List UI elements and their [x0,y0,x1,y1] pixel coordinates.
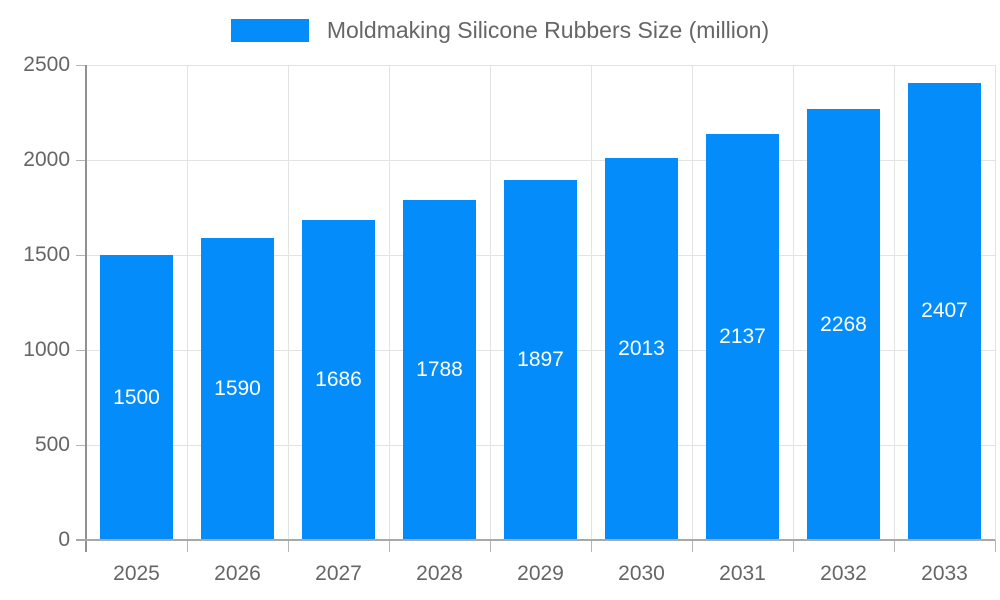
y-axis-tick-label: 1000 [23,338,70,361]
legend-label: Moldmaking Silicone Rubbers Size (millio… [326,17,770,43]
x-axis-tick-label: 2027 [315,562,362,585]
x-tick-mark [287,540,289,552]
x-axis-tick-label: 2033 [921,562,968,585]
x-tick-mark [792,540,794,552]
x-axis-tick-label: 2032 [820,562,867,585]
bar-value-label: 1500 [113,385,160,409]
y-axis-tick-label: 0 [58,528,70,551]
x-gridline [590,65,592,540]
x-gridline [792,65,794,540]
bar-value-label: 2268 [820,312,867,336]
legend-swatch [230,19,309,42]
y-axis-line [85,65,87,552]
y-axis-tick-label: 500 [34,433,70,456]
x-gridline [287,65,289,540]
x-tick-mark [489,540,491,552]
x-tick-mark [994,540,996,552]
x-axis-tick-label: 2028 [416,562,463,585]
x-axis-tick-label: 2026 [214,562,261,585]
x-gridline [893,65,895,540]
bar-2029[interactable] [504,179,577,540]
x-tick-mark [590,540,592,552]
x-tick-mark [186,540,188,552]
x-gridline [994,65,996,540]
bar-2032[interactable] [807,109,880,540]
y-axis-tick-label: 2000 [23,148,70,171]
x-axis-line [76,539,995,541]
bar-value-label: 2407 [921,299,968,323]
x-tick-mark [893,540,895,552]
bar-2027[interactable] [302,219,375,540]
y-tick-mark [76,159,86,161]
x-axis-tick-label: 2030 [618,562,665,585]
y-gridline [86,159,995,161]
y-tick-mark [76,64,86,66]
x-gridline [489,65,491,540]
y-axis-tick-label: 2500 [23,53,70,76]
bar-2033[interactable] [908,82,981,540]
bar-value-label: 1590 [214,376,261,400]
bar-value-label: 2137 [719,324,766,348]
legend[interactable]: Moldmaking Silicone Rubbers Size (millio… [0,17,1000,44]
y-axis-tick-label: 1500 [23,243,70,266]
bar-2030[interactable] [605,157,678,540]
bar-value-label: 2013 [618,336,665,360]
bar-value-label: 1686 [315,367,362,391]
y-tick-mark [76,444,86,446]
x-tick-mark [388,540,390,552]
y-tick-mark [76,254,86,256]
y-gridline [86,64,995,66]
bar-value-label: 1788 [416,358,463,382]
bar-2028[interactable] [403,200,476,540]
x-axis-tick-label: 2025 [113,562,160,585]
bar-2025[interactable] [100,255,173,540]
x-axis-tick-label: 2029 [517,562,564,585]
x-axis-tick-label: 2031 [719,562,766,585]
y-tick-mark [76,349,86,351]
x-gridline [388,65,390,540]
bar-2031[interactable] [706,133,779,540]
x-gridline [691,65,693,540]
bar-value-label: 1897 [517,347,564,371]
bar-2026[interactable] [201,237,274,540]
x-gridline [186,65,188,540]
x-tick-mark [691,540,693,552]
